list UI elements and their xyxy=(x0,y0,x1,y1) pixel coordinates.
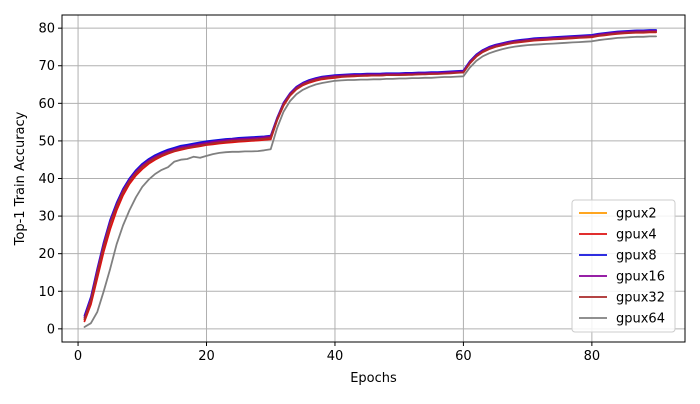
x-tick-label: 80 xyxy=(584,349,601,364)
legend-label-gpux32: gpux32 xyxy=(616,291,665,306)
x-tick-label: 0 xyxy=(74,349,82,364)
y-tick-label: 70 xyxy=(38,59,55,74)
series-line-gpux32 xyxy=(83,30,657,321)
y-tick-label: 80 xyxy=(38,22,55,37)
series-line-gpux8 xyxy=(83,29,657,317)
legend-label-gpux16: gpux16 xyxy=(616,270,665,285)
y-tick-label: 10 xyxy=(38,285,55,300)
legend: gpux2 gpux4 gpux8 gpux16 gpux32 gpux64 xyxy=(571,199,676,333)
y-axis-label: Top-1 Train Accuracy xyxy=(13,111,28,246)
legend-label-gpux2: gpux2 xyxy=(616,207,657,222)
x-axis-label: Epochs xyxy=(350,371,397,386)
x-tick-label: 40 xyxy=(327,349,344,364)
y-tick-label: 20 xyxy=(38,247,55,262)
x-tick-label: 20 xyxy=(198,349,215,364)
legend-label-gpux64: gpux64 xyxy=(616,312,665,327)
series-line-gpux64 xyxy=(83,35,657,328)
y-tick-label: 50 xyxy=(38,134,55,149)
y-tick-label: 40 xyxy=(38,172,55,187)
legend-label-gpux8: gpux8 xyxy=(616,249,657,264)
legend-label-gpux4: gpux4 xyxy=(616,228,657,243)
series-line-gpux16 xyxy=(83,29,657,319)
legend-box xyxy=(571,199,676,333)
x-tick-label: 60 xyxy=(455,349,472,364)
y-tick-label: 30 xyxy=(38,210,55,225)
y-tick-label: 0 xyxy=(47,322,55,337)
y-tick-label: 60 xyxy=(38,97,55,112)
